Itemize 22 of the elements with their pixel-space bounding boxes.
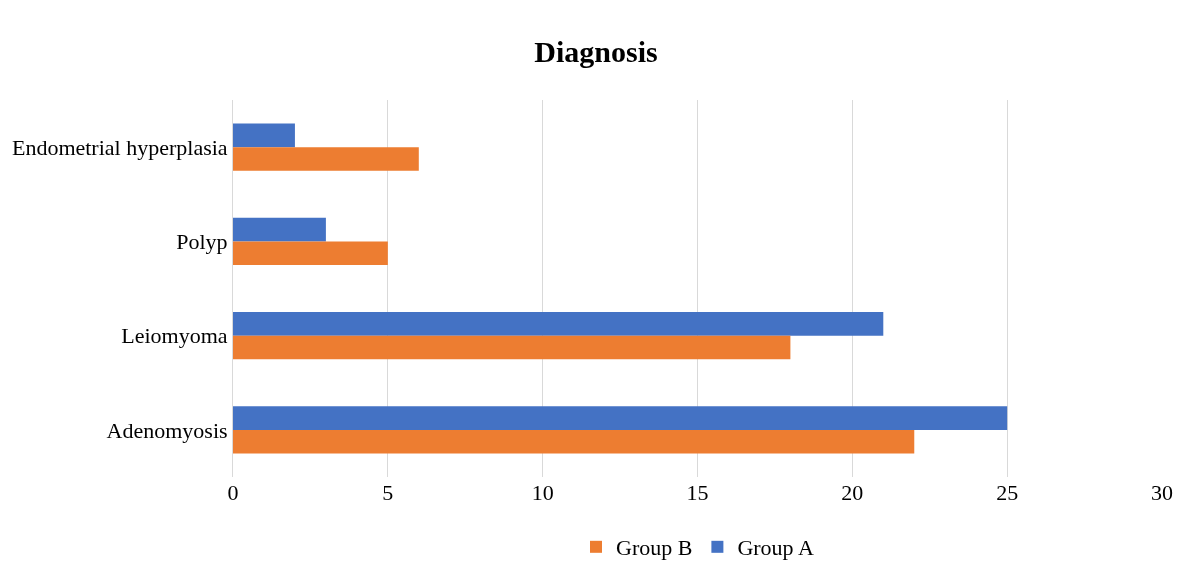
x-tick-label: 10 xyxy=(531,480,554,505)
bar xyxy=(233,217,326,242)
bar xyxy=(233,406,1008,430)
x-tick-label: 30 xyxy=(1151,480,1173,505)
legend-label: Group A xyxy=(737,535,814,561)
legend-label: Group B xyxy=(616,535,693,561)
bar xyxy=(233,335,791,360)
bar xyxy=(233,312,884,336)
x-tick-label: 15 xyxy=(686,480,709,505)
bar xyxy=(233,241,388,265)
x-tick-label: 5 xyxy=(382,480,394,505)
x-tick-label: 20 xyxy=(841,480,864,505)
bar xyxy=(233,123,295,148)
bar xyxy=(233,429,915,454)
y-tick-label: Endometrial hyperplasia xyxy=(11,134,228,160)
chart-title: Diagnosis xyxy=(534,34,658,68)
bar xyxy=(233,147,419,171)
x-tick-label: 0 xyxy=(227,480,239,505)
y-tick-label: Adenomyosis xyxy=(106,417,228,443)
x-tick-label: 25 xyxy=(996,480,1019,505)
y-tick-label: Polyp xyxy=(176,229,228,255)
y-tick-label: Leiomyoma xyxy=(121,323,228,349)
